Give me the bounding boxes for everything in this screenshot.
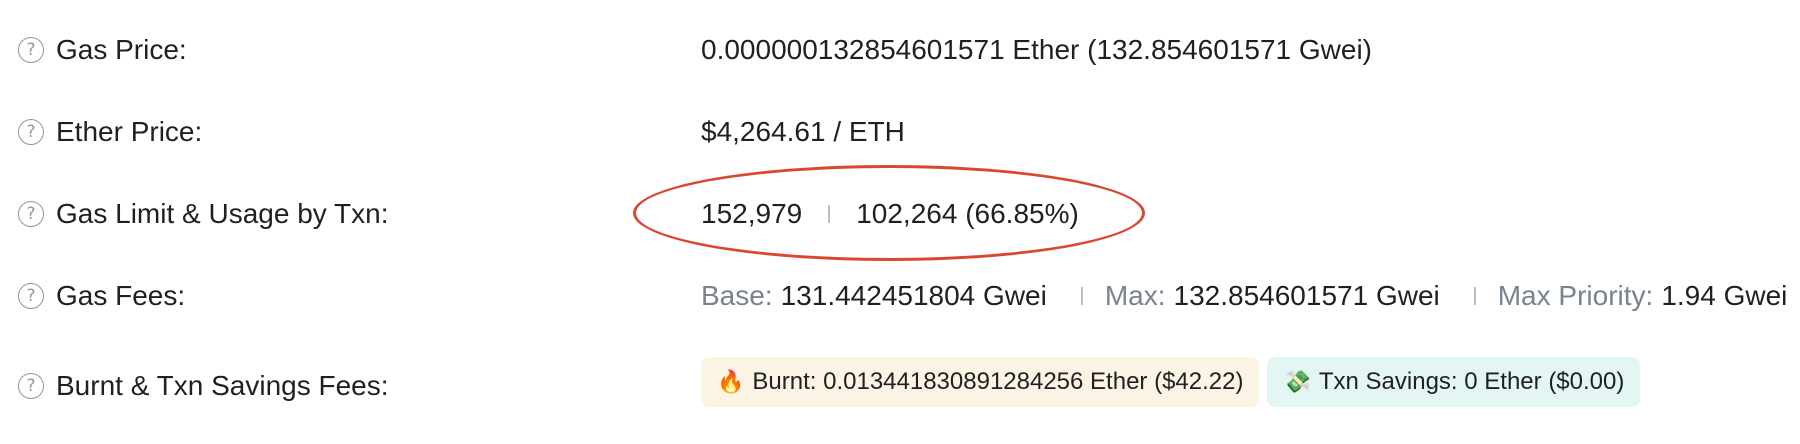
question-circle-icon[interactable]: ? [18, 283, 44, 309]
gas-fees-value: Base: 131.442451804 Gwei Max: 132.854601… [701, 280, 1787, 312]
gas-price-label: Gas Price: [56, 34, 187, 65]
burnt-badge: 🔥 Burnt: 0.013441830891284256 Ether ($42… [701, 357, 1260, 407]
gas-fees-label-group: ? Gas Fees: [18, 280, 185, 312]
savings-text: Txn Savings: 0 Ether ($0.00) [1318, 368, 1625, 395]
question-circle-icon[interactable]: ? [18, 119, 44, 145]
gas-fees-row: ? Gas Fees: Base: 131.442451804 Gwei Max… [0, 266, 1800, 326]
base-fee-label: Base: [701, 280, 773, 311]
base-fee-value: 131.442451804 Gwei [780, 280, 1047, 311]
gas-price-value: 0.000000132854601571 Ether (132.85460157… [701, 34, 1373, 65]
max-priority-fee-label: Max Priority: [1497, 280, 1654, 311]
burnt-fees-label: Burnt & Txn Savings Fees: [56, 370, 389, 401]
max-fee-label: Max: [1104, 280, 1166, 311]
fire-icon: 🔥 [717, 369, 745, 395]
gas-price-row: ? Gas Price: 0.000000132854601571 Ether … [0, 20, 1800, 80]
max-fee-value: 132.854601571 Gwei [1173, 280, 1440, 311]
fee-separator [1080, 287, 1083, 305]
ether-price-value: $4,264.61 / ETH [701, 116, 905, 147]
money-wings-icon: 💸 [1283, 369, 1311, 395]
gas-limit-label: Gas Limit & Usage by Txn: [56, 198, 389, 229]
burnt-text: Burnt: 0.013441830891284256 Ether ($42.2… [752, 368, 1244, 395]
ether-price-label-group: ? Ether Price: [18, 116, 202, 148]
gas-limit-label-group: ? Gas Limit & Usage by Txn: [18, 198, 389, 230]
gas-usage-amount: 102,264 (66.85%) [856, 198, 1079, 229]
savings-badge: 💸 Txn Savings: 0 Ether ($0.00) [1267, 357, 1641, 407]
gas-price-label-group: ? Gas Price: [18, 34, 187, 66]
burnt-fees-value: 🔥 Burnt: 0.013441830891284256 Ether ($42… [701, 357, 1641, 407]
gas-limit-separator [828, 205, 831, 223]
gas-limit-value: 152,979 102,264 (66.85%) [701, 198, 1079, 230]
fee-separator [1473, 287, 1476, 305]
question-circle-icon[interactable]: ? [18, 373, 44, 399]
burnt-fees-row: ? Burnt & Txn Savings Fees: 🔥 Burnt: 0.0… [0, 356, 1800, 416]
max-priority-fee-value: 1.94 Gwei [1661, 280, 1788, 311]
burnt-fees-label-group: ? Burnt & Txn Savings Fees: [18, 370, 389, 402]
question-circle-icon[interactable]: ? [18, 201, 44, 227]
question-circle-icon[interactable]: ? [18, 37, 44, 63]
gas-limit-amount: 152,979 [701, 198, 803, 229]
ether-price-row: ? Ether Price: $4,264.61 / ETH [0, 102, 1800, 162]
gas-fees-label: Gas Fees: [56, 280, 186, 311]
ether-price-label: Ether Price: [56, 116, 203, 147]
gas-limit-row: ? Gas Limit & Usage by Txn: 152,979 102,… [0, 184, 1800, 244]
